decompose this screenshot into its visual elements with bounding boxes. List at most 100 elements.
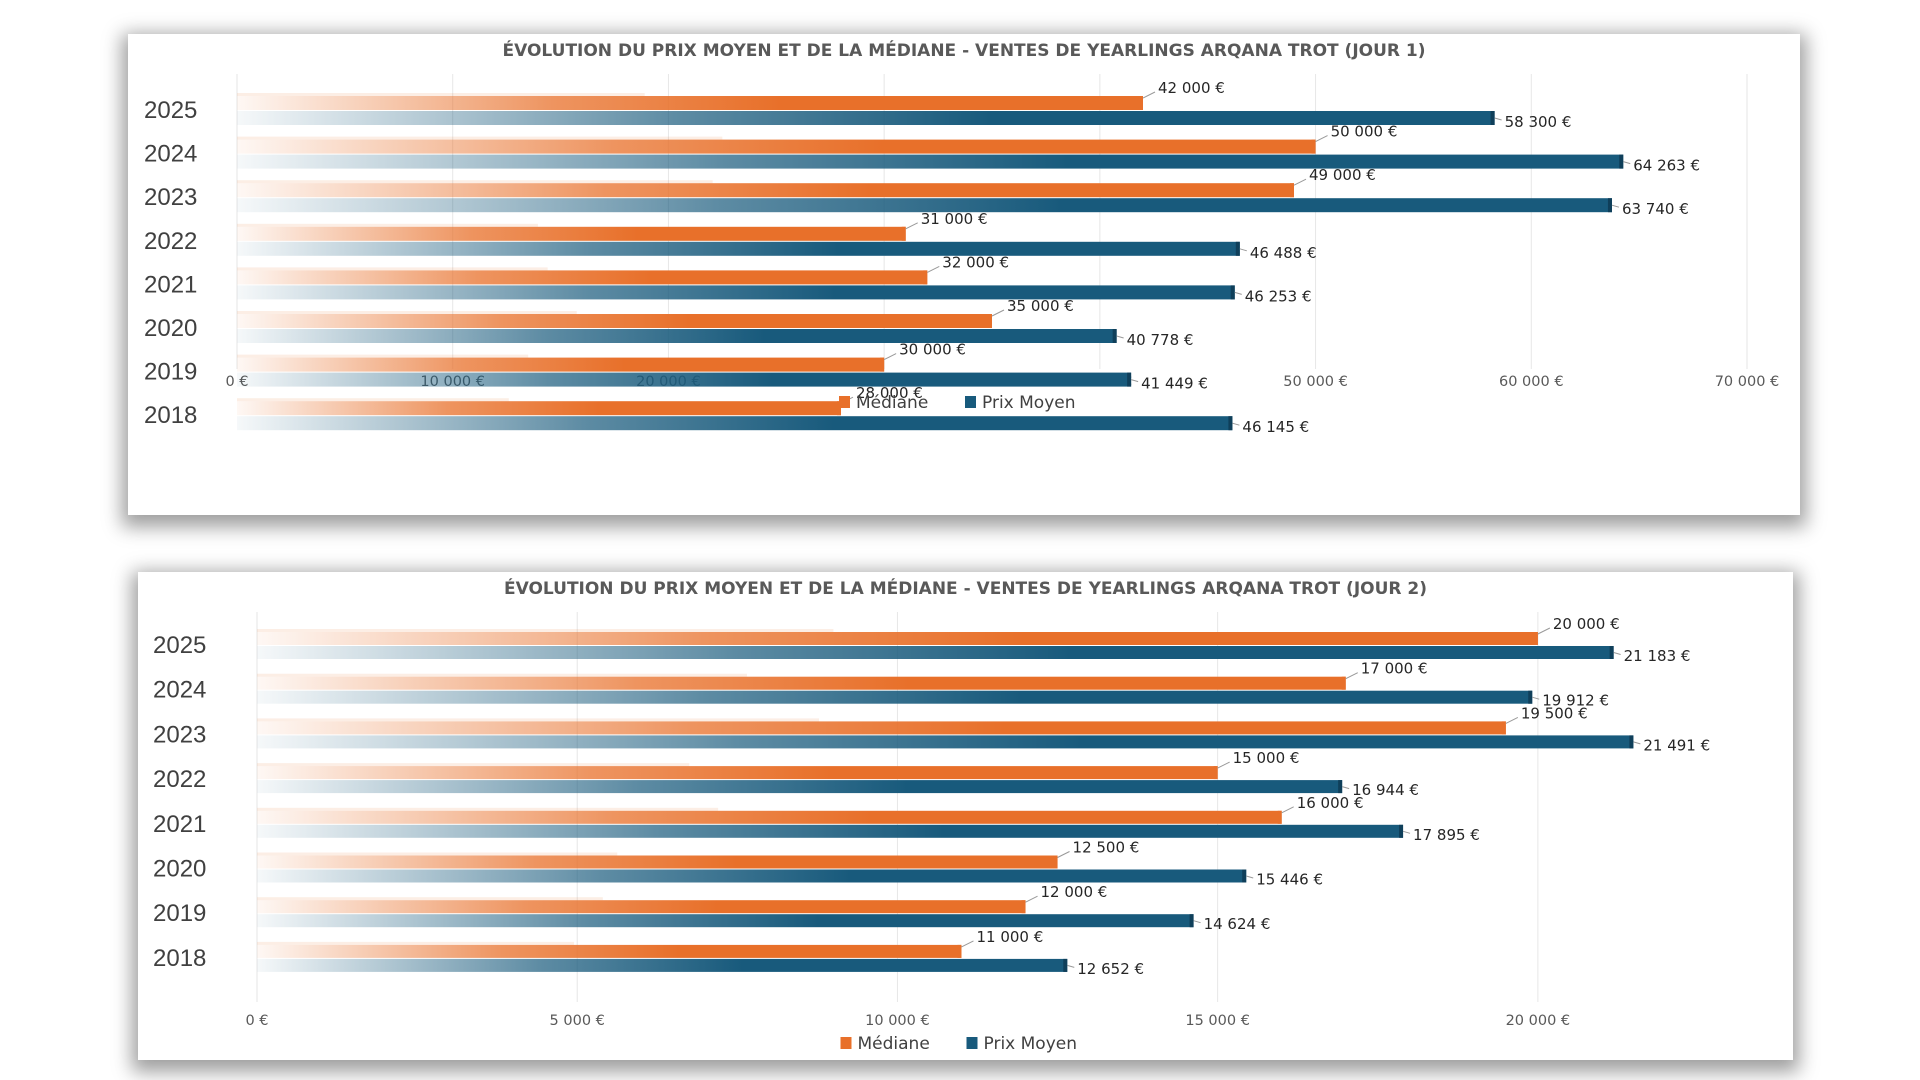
chart-title: ÉVOLUTION DU PRIX MOYEN ET DE LA MÉDIANE… (504, 577, 1427, 599)
mediane-bar-highlight (257, 941, 575, 945)
chart-title: ÉVOLUTION DU PRIX MOYEN ET DE LA MÉDIANE… (502, 39, 1425, 61)
mediane-leader-line (905, 222, 918, 230)
mediane-data-label: 19 500 € (1521, 704, 1588, 722)
mediane-data-label: 42 000 € (1158, 79, 1225, 97)
legend-label-prix-moyen: Prix Moyen (982, 393, 1076, 413)
mediane-bar-highlight (257, 718, 819, 722)
mediane-bar-end (1501, 721, 1506, 735)
mediane-leader-line (1025, 895, 1038, 903)
mediane-leader-line (1217, 761, 1230, 769)
mediane-bar-end (1053, 855, 1058, 869)
mediane-bar-highlight (257, 852, 618, 856)
mediane-bar (257, 900, 1026, 914)
mediane-data-label: 35 000 € (1007, 297, 1074, 315)
mediane-data-label: 20 000 € (1553, 615, 1620, 633)
prix-moyen-bar (237, 285, 1235, 300)
prix-moyen-bar-end (1609, 646, 1614, 659)
category-label: 2023 (153, 721, 206, 748)
mediane-data-label: 50 000 € (1331, 123, 1398, 141)
category-label: 2023 (144, 184, 197, 211)
mediane-bar-end (1341, 676, 1346, 690)
mediane-bar (237, 401, 841, 416)
prix-moyen-data-label: 15 446 € (1256, 871, 1323, 889)
mediane-bar-end (1139, 96, 1143, 110)
mediane-leader-line (1505, 716, 1519, 724)
prix-moyen-bar (237, 416, 1233, 431)
mediane-bar (257, 676, 1346, 690)
mediane-bar (237, 357, 885, 372)
mediane-leader-line (1537, 627, 1551, 635)
chart-panel-jour-1: ÉVOLUTION DU PRIX MOYEN ET DE LA MÉDIANE… (128, 34, 1800, 515)
prix-moyen-bar-end (1242, 869, 1247, 883)
prix-moyen-leader-line (1067, 964, 1075, 968)
x-tick-label: 70 000 € (1715, 374, 1780, 390)
prix-moyen-bar-end (1607, 198, 1612, 213)
prix-moyen-leader-line (1232, 422, 1240, 426)
mediane-bar-highlight (257, 763, 690, 767)
prix-moyen-data-label: 17 895 € (1413, 826, 1480, 844)
mediane-bar-end (901, 226, 906, 241)
mediane-bar-highlight (257, 673, 747, 677)
mediane-leader-line (1281, 806, 1294, 814)
prix-moyen-bar (257, 869, 1247, 883)
mediane-data-label: 12 500 € (1073, 839, 1140, 857)
prix-moyen-data-label: 58 300 € (1505, 113, 1572, 131)
mediane-bar-highlight (257, 629, 834, 632)
prix-moyen-bar-end (1338, 780, 1343, 794)
mediane-bar-end (1311, 139, 1316, 154)
legend-label-prix-moyen: Prix Moyen (984, 1034, 1078, 1054)
x-tick-label: 5 000 € (550, 1013, 605, 1029)
mediane-bar-highlight (237, 398, 509, 402)
category-label: 2024 (153, 677, 206, 704)
mediane-leader-line (883, 353, 897, 361)
prix-moyen-bar-end (1629, 735, 1634, 749)
mediane-bar (257, 632, 1538, 645)
prix-moyen-bar-end (1112, 329, 1117, 343)
category-label: 2022 (144, 228, 197, 255)
prix-moyen-data-label: 19 912 € (1542, 692, 1609, 710)
mediane-bar-end (1290, 183, 1294, 198)
mediane-leader-line (961, 940, 974, 948)
mediane-bar-end (880, 357, 885, 372)
prix-moyen-leader-line (1342, 786, 1350, 790)
mediane-bar-highlight (237, 267, 548, 271)
prix-moyen-data-label: 46 145 € (1242, 418, 1309, 436)
prix-moyen-bar-end (1399, 824, 1404, 838)
prix-moyen-leader-line (1246, 875, 1254, 879)
mediane-bar (257, 810, 1282, 824)
mediane-data-label: 30 000 € (899, 341, 966, 359)
prix-moyen-bar-end (1063, 958, 1068, 972)
prix-moyen-bar-end (1235, 241, 1240, 256)
category-label: 2018 (144, 402, 197, 429)
mediane-bar-highlight (257, 807, 719, 811)
prix-moyen-leader-line (1494, 117, 1502, 121)
x-tick-label: 0 € (245, 1013, 268, 1029)
prix-moyen-data-label: 21 491 € (1643, 736, 1710, 754)
prix-moyen-data-label: 63 740 € (1622, 200, 1689, 218)
prix-moyen-bar-end (1230, 285, 1235, 300)
prix-moyen-leader-line (1234, 291, 1242, 295)
mediane-bar-highlight (237, 354, 529, 358)
mediane-data-label: 32 000 € (942, 253, 1009, 271)
prix-moyen-bar (237, 329, 1117, 343)
mediane-data-label: 31 000 € (921, 210, 988, 228)
mediane-bar (237, 226, 906, 241)
category-label: 2020 (144, 315, 197, 342)
mediane-bar (237, 270, 928, 285)
mediane-bar-end (1213, 766, 1218, 780)
prix-moyen-bar-end (1490, 111, 1495, 125)
legend-swatch-mediane (839, 396, 850, 408)
mediane-bar-highlight (237, 136, 723, 140)
prix-moyen-data-label: 46 253 € (1245, 287, 1312, 305)
prix-moyen-data-label: 64 263 € (1633, 157, 1700, 175)
prix-moyen-data-label: 14 624 € (1204, 915, 1271, 933)
mediane-bar-end (957, 944, 962, 958)
mediane-leader-line (991, 309, 1005, 317)
prix-moyen-data-label: 12 652 € (1077, 960, 1144, 978)
prix-moyen-bar-end (1619, 154, 1624, 169)
category-label: 2019 (153, 900, 206, 927)
chart-svg-jour-1: ÉVOLUTION DU PRIX MOYEN ET DE LA MÉDIANE… (144, 39, 1780, 436)
mediane-data-label: 49 000 € (1309, 166, 1376, 184)
category-label: 2025 (153, 632, 206, 659)
mediane-bar-end (837, 401, 841, 416)
